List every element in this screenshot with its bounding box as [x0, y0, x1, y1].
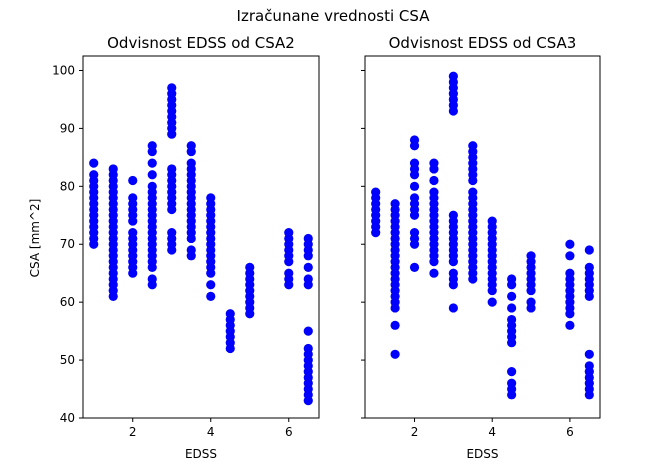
data-point: [284, 228, 294, 238]
data-point: [390, 199, 400, 209]
data-point: [526, 251, 536, 261]
data-point: [89, 158, 99, 168]
x-tick-label: 2: [411, 425, 419, 439]
data-point: [507, 314, 517, 325]
x-axis-label: EDSS: [185, 447, 217, 461]
data-point: [565, 251, 575, 261]
data-point: [147, 181, 157, 191]
data-point: [167, 164, 177, 174]
y-tick-label: 40: [60, 411, 75, 425]
data-point: [206, 291, 216, 301]
data-point: [565, 268, 575, 278]
data-point: [390, 320, 400, 330]
data-point: [167, 228, 177, 238]
data-point: [448, 71, 458, 81]
data-point: [507, 274, 517, 284]
data-point: [409, 135, 420, 145]
data-point: [409, 181, 420, 191]
data-point: [147, 170, 157, 180]
data-point: [507, 378, 517, 388]
x-tick-label: 4: [207, 425, 215, 439]
data-point: [225, 309, 235, 319]
data-point: [108, 164, 118, 174]
data-point: [303, 262, 313, 273]
data-point: [147, 141, 157, 151]
data-point: [526, 297, 536, 307]
panel-csa3: Odvisnost EDSS od CSA3 2 4 6 EDSS: [361, 34, 601, 461]
data-point: [448, 210, 458, 220]
x-tick-label: 6: [285, 425, 293, 439]
x-tick-label: 2: [129, 425, 137, 439]
data-point: [128, 228, 138, 238]
data-point: [584, 245, 594, 255]
data-point: [186, 245, 196, 255]
plot-frame: [82, 55, 320, 419]
y-tick-label: 70: [60, 237, 75, 251]
data-point: [409, 158, 420, 168]
plot-frame: [364, 55, 601, 419]
scatter-points: [371, 71, 594, 400]
data-point: [390, 349, 400, 359]
y-tick-label: 90: [60, 121, 75, 135]
data-point: [409, 228, 420, 238]
data-point: [584, 361, 594, 371]
data-point: [429, 187, 439, 197]
data-point: [245, 262, 255, 273]
data-point: [448, 268, 458, 278]
panel-csa2: Odvisnost EDSS od CSA2 2 4 6 40 50 60 70 80 90 100…: [52, 34, 320, 461]
data-point: [167, 83, 177, 93]
data-point: [429, 158, 439, 168]
data-point: [206, 280, 216, 290]
data-point: [303, 326, 313, 336]
y-tick-label: 100: [52, 63, 75, 77]
data-point: [507, 367, 517, 377]
data-point: [371, 187, 381, 197]
data-point: [186, 141, 196, 151]
y-axis-label: CSA [mm^2]: [28, 199, 42, 278]
data-point: [507, 303, 517, 313]
data-point: [565, 239, 575, 249]
data-point: [584, 349, 594, 359]
data-point: [409, 193, 420, 203]
subplot-title: Odvisnost EDSS od CSA2: [107, 34, 295, 52]
data-point: [128, 193, 138, 203]
data-point: [584, 262, 594, 273]
data-point: [147, 274, 157, 284]
x-tick-label: 4: [488, 425, 496, 439]
y-tick-label: 50: [60, 353, 75, 367]
data-point: [128, 175, 138, 186]
subplot-title: Odvisnost EDSS od CSA3: [389, 34, 577, 52]
data-point: [468, 141, 478, 151]
data-point: [468, 187, 478, 197]
data-point: [147, 158, 157, 168]
data-point: [303, 274, 313, 284]
x-axis-label: EDSS: [466, 447, 498, 461]
figure-suptitle: Izračunane vrednosti CSA: [237, 7, 431, 25]
data-point: [565, 320, 575, 330]
x-tick-label: 6: [566, 425, 574, 439]
data-point: [186, 158, 196, 168]
data-point: [206, 193, 216, 203]
data-point: [448, 303, 458, 313]
data-point: [284, 268, 294, 278]
y-tick-label: 80: [60, 179, 75, 193]
data-point: [409, 262, 420, 273]
data-point: [429, 268, 439, 278]
y-tick-label: 60: [60, 295, 75, 309]
data-point: [429, 175, 439, 186]
data-point: [487, 216, 497, 226]
data-point: [303, 233, 313, 244]
data-point: [303, 343, 313, 354]
data-point: [89, 170, 99, 180]
data-point: [507, 291, 517, 301]
data-point: [487, 297, 497, 307]
scatter-points: [89, 83, 313, 406]
